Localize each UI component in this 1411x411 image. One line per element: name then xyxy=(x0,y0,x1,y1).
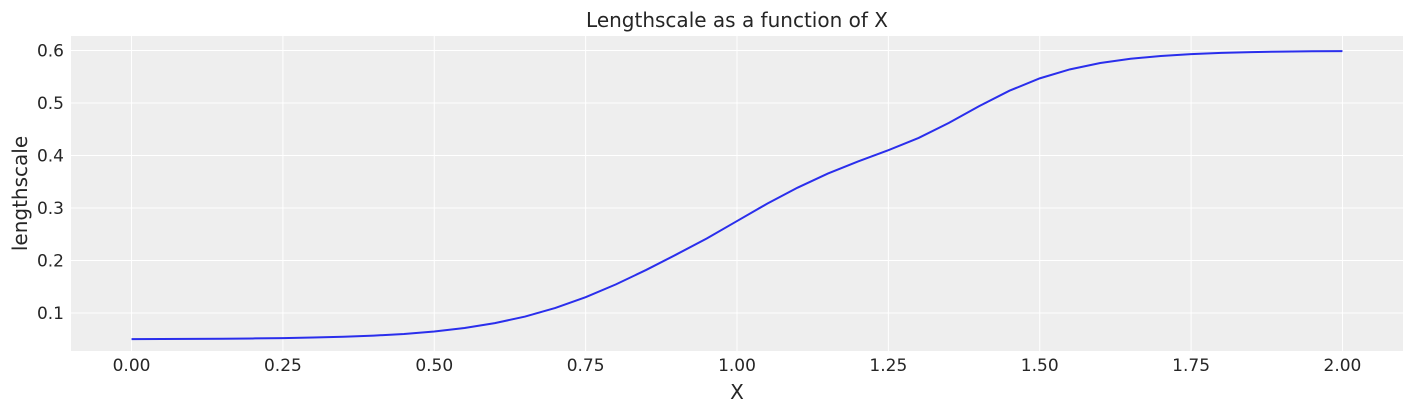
x-tick-label: 1.75 xyxy=(1172,356,1210,376)
x-axis-label: X xyxy=(730,380,744,404)
grid xyxy=(71,36,1403,351)
series-line xyxy=(131,50,1343,341)
x-tick-label: 0.25 xyxy=(264,356,302,376)
x-tick-labels: 0.00 0.25 0.50 0.75 1.00 1.25 1.50 1.75 2.00 xyxy=(113,356,1362,376)
y-tick-label: 0.2 xyxy=(37,251,64,271)
y-tick-label: 0.6 xyxy=(37,41,64,61)
x-tick-label: 0.00 xyxy=(113,356,151,376)
y-tick-label: 0.4 xyxy=(37,146,64,166)
x-tick-label: 0.75 xyxy=(567,356,605,376)
chart-title: Lengthscale as a function of X xyxy=(586,8,888,32)
x-tick-label: 0.50 xyxy=(415,356,453,376)
y-tick-labels: 0.1 0.2 0.3 0.4 0.5 0.6 xyxy=(37,41,64,324)
x-tick-label: 2.00 xyxy=(1324,356,1362,376)
y-axis-label: lengthscale xyxy=(8,136,32,251)
x-tick-label: 1.00 xyxy=(718,356,756,376)
y-tick-label: 0.1 xyxy=(37,304,64,324)
x-tick-label: 1.50 xyxy=(1021,356,1059,376)
y-tick-label: 0.5 xyxy=(37,94,64,114)
y-tick-label: 0.3 xyxy=(37,199,64,219)
x-tick-label: 1.25 xyxy=(869,356,907,376)
